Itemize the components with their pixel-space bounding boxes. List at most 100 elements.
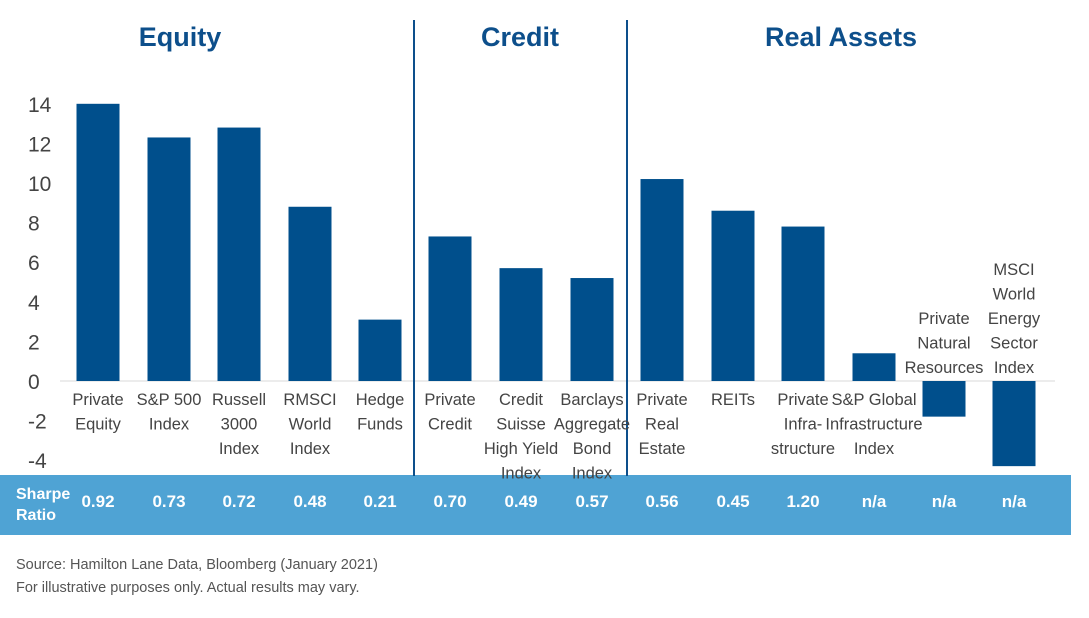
category-label: Barclays Aggregate Bond Index (554, 391, 630, 483)
bar (852, 353, 896, 381)
bar (640, 179, 684, 381)
category-label: Private Credit (424, 391, 475, 434)
category-label-line: Barclays (560, 391, 623, 409)
sharpe-ratio-value: 1.20 (786, 492, 819, 511)
category-label-line: Index (219, 440, 260, 458)
sharpe-ratio-value: n/a (932, 492, 957, 511)
category-label: Credit Suisse High Yield Index (484, 391, 558, 483)
category-label-line: World (289, 416, 332, 434)
category-label-line: Private (72, 391, 123, 409)
sharpe-ratio-value: 0.49 (504, 492, 537, 511)
disclaimer-note: For illustrative purposes only. Actual r… (16, 580, 360, 596)
category-label: REITs (711, 391, 755, 409)
sharpe-ratio-value: 0.21 (363, 492, 396, 511)
sharpe-ratio-label-line: Ratio (16, 507, 56, 524)
category-label-line: Infrastructure (825, 416, 922, 434)
bar (76, 103, 120, 382)
category-label-line: Russell (212, 391, 266, 409)
category-label-line: Energy (988, 310, 1041, 328)
category-label-line: S&P 500 (137, 391, 202, 409)
category-label-line: Index (994, 359, 1035, 377)
category-label: S&P Global Infrastructure Index (825, 391, 922, 458)
category-label-line: Private (424, 391, 475, 409)
category-label-line: Sector (990, 335, 1038, 353)
bar (992, 381, 1036, 467)
y-tick-label: -2 (28, 411, 47, 434)
y-tick-label: -4 (28, 450, 47, 473)
category-label-line: Index (854, 440, 895, 458)
category-label: Private Real Estate (636, 391, 687, 458)
y-tick-label: 12 (28, 133, 51, 156)
category-label: Private Equity (72, 391, 123, 434)
y-tick-label: 2 (28, 331, 40, 354)
category-label-line: High Yield (484, 440, 558, 458)
sharpe-ratio-value: 0.57 (575, 492, 608, 511)
bar (499, 268, 543, 381)
category-label-line: Private (918, 310, 969, 328)
group-title-equity: Equity (139, 22, 222, 52)
category-label-line: 3000 (221, 416, 258, 434)
category-label-line: Suisse (496, 416, 546, 434)
y-tick-label: 4 (28, 292, 40, 315)
category-label: RMSCI World Index (283, 391, 336, 458)
bar (217, 127, 261, 381)
category-label-line: Index (501, 465, 542, 483)
category-label-line: Real (645, 416, 679, 434)
sharpe-ratio-label: Sharpe Ratio (16, 486, 70, 524)
bar (570, 278, 614, 381)
sharpe-ratio-value: 0.70 (433, 492, 466, 511)
sharpe-ratio-band (0, 475, 1071, 535)
category-label-line: Index (290, 440, 331, 458)
category-label-line: Credit (428, 416, 472, 434)
bar (711, 210, 755, 381)
category-label-line: Equity (75, 416, 122, 434)
sharpe-ratio-value: 0.56 (645, 492, 678, 511)
sharpe-ratio-value: 0.72 (222, 492, 255, 511)
category-label-line: Bond (573, 440, 612, 458)
category-label-line: World (993, 286, 1036, 304)
category-label: Private Infra-structure (771, 391, 835, 458)
sharpe-ratio-value: 0.45 (716, 492, 749, 511)
category-label-line: Natural (917, 335, 970, 353)
bar (922, 381, 966, 417)
category-label-line: Infra- (784, 416, 823, 434)
category-label-line: Credit (499, 391, 543, 409)
category-label-line: Funds (357, 416, 403, 434)
y-tick-label: 0 (28, 371, 40, 394)
category-label: S&P 500 Index (137, 391, 202, 434)
source-note: Source: Hamilton Lane Data, Bloomberg (J… (16, 557, 378, 573)
y-tick-label: 14 (28, 94, 52, 117)
category-label-line: REITs (711, 391, 755, 409)
sharpe-ratio-value: 0.92 (81, 492, 114, 511)
category-label-line: Hedge (356, 391, 405, 409)
category-label: MSCI World Energy Sector Index (988, 261, 1041, 377)
bar (358, 319, 402, 381)
bar (428, 236, 472, 381)
category-label-line: S&P Global (832, 391, 917, 409)
category-label: Hedge Funds (356, 391, 405, 434)
bar (147, 137, 191, 381)
category-label: Private Natural Resources (905, 310, 984, 377)
y-tick-label: 6 (28, 252, 40, 275)
sharpe-ratio-value: n/a (862, 492, 887, 511)
bar (781, 226, 825, 381)
category-label-line: Index (149, 416, 190, 434)
category-label-line: Index (572, 465, 613, 483)
group-title-credit: Credit (481, 22, 559, 52)
bar (288, 206, 332, 381)
category-label-line: Estate (639, 440, 686, 458)
sharpe-ratio-value: 0.48 (293, 492, 326, 511)
sharpe-ratio-value: n/a (1002, 492, 1027, 511)
category-label-line: Aggregate (554, 416, 630, 434)
category-label-line: structure (771, 440, 835, 458)
y-tick-label: 10 (28, 173, 51, 196)
category-label-line: Private (777, 391, 828, 409)
y-tick-label: 8 (28, 213, 40, 236)
category-label-line: Private (636, 391, 687, 409)
sharpe-ratio-value: 0.73 (152, 492, 185, 511)
category-label-line: RMSCI (283, 391, 336, 409)
category-label: Russell 3000 Index (212, 391, 266, 458)
sharpe-ratio-label-line: Sharpe (16, 486, 70, 503)
category-label-line: MSCI (993, 261, 1034, 279)
